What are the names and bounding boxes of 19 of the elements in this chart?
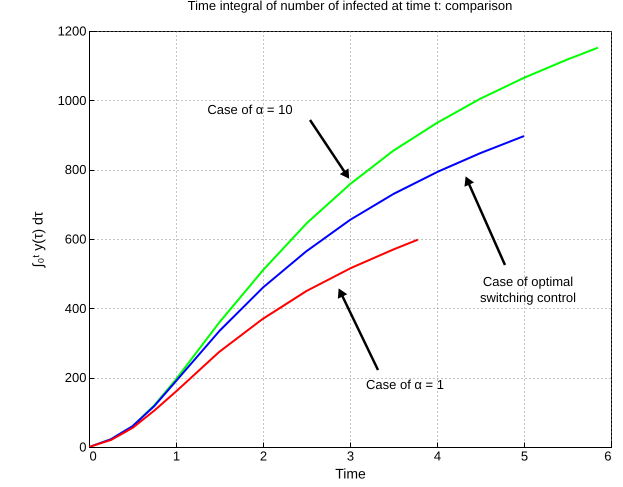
annotation: Case of α = 1 xyxy=(366,377,444,392)
y-tick-label: 1000 xyxy=(58,92,86,108)
y-tick-label: 200 xyxy=(64,370,86,386)
y-tick-label: 1200 xyxy=(58,24,86,38)
y-tick-label: 600 xyxy=(64,232,86,246)
chart-title: Time integral of number of infected at time t: comparison xyxy=(188,0,512,13)
y-tick-label: 800 xyxy=(64,162,86,178)
y-axis-title: ∫₀ᵗ y(τ) dτ xyxy=(30,211,46,268)
annotation: Case of optimal switching control xyxy=(480,274,576,305)
y-tick-label: 400 xyxy=(64,300,86,316)
x-tick-label: 4 xyxy=(434,448,442,464)
x-tick-label: 3 xyxy=(346,448,354,464)
x-axis-title: Time xyxy=(335,466,366,482)
x-tick-label: 1 xyxy=(172,448,180,464)
x-tick-label: 6 xyxy=(604,448,612,464)
x-tick-label: 2 xyxy=(260,448,268,464)
annotation: Case of α = 10 xyxy=(207,102,293,117)
x-tick-label: 0 xyxy=(90,448,97,464)
x-tick-label: 5 xyxy=(520,448,528,464)
